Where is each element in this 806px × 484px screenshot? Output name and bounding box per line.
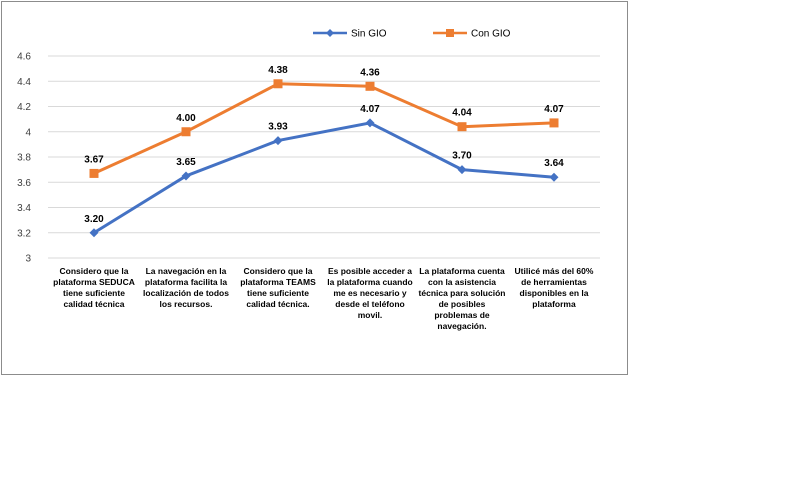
y-tick-label: 4.6 — [17, 52, 31, 63]
x-tick-label: Utilicé más del 60% de herramientas disp… — [514, 266, 594, 309]
x-tick-label: Considero que la plataforma TEAMS tiene … — [240, 266, 316, 309]
chart-area — [1, 1, 628, 375]
legend-label: Con GIO — [471, 29, 511, 40]
data-point-marker — [457, 165, 467, 175]
data-point-marker — [181, 171, 191, 181]
data-point-marker — [365, 118, 375, 128]
y-tick-label: 3.2 — [17, 228, 31, 239]
legend-label: Sin GIO — [351, 29, 387, 40]
series-line-1 — [93, 121, 555, 235]
y-tick-label: 4.4 — [17, 77, 31, 88]
data-point-marker — [549, 172, 559, 182]
x-tick-label: Considero que la plataforma SEDUCA tiene… — [53, 266, 135, 309]
x-tick-label: La navegación en la plataforma facilita … — [143, 266, 229, 309]
data-point-marker — [89, 168, 99, 178]
data-label: 3.67 — [84, 154, 104, 165]
data-label: 3.65 — [176, 157, 196, 168]
data-label: 3.70 — [452, 151, 472, 162]
data-point-marker — [457, 122, 467, 132]
y-tick-label: 4 — [25, 127, 31, 138]
legend-marker — [446, 29, 454, 37]
y-tick-label: 3 — [25, 254, 31, 265]
data-label: 3.93 — [268, 122, 288, 133]
data-label: 4.04 — [452, 108, 472, 119]
data-point-marker — [549, 118, 559, 128]
data-point-marker — [181, 127, 191, 137]
data-label: 3.20 — [84, 214, 104, 225]
legend-marker — [326, 29, 334, 37]
data-point-marker — [273, 136, 283, 146]
data-label: 4.07 — [544, 104, 564, 115]
y-tick-label: 3.4 — [17, 203, 31, 214]
x-tick-label: Es posible acceder a la plataforma cuand… — [327, 266, 413, 320]
data-label: 3.64 — [544, 158, 564, 169]
y-tick-label: 3.6 — [17, 178, 31, 189]
series-line-2 — [93, 82, 555, 175]
y-tick-label: 3.8 — [17, 153, 31, 164]
x-tick-label: La plataforma cuenta con la asistencia t… — [418, 266, 506, 331]
data-label: 4.38 — [268, 65, 288, 76]
data-label: 4.36 — [360, 67, 380, 78]
data-label: 4.00 — [176, 113, 196, 124]
data-point-marker — [89, 228, 99, 238]
data-point-marker — [365, 81, 375, 91]
data-label: 4.07 — [360, 104, 380, 115]
y-tick-label: 4.2 — [17, 102, 31, 113]
data-point-marker — [273, 79, 283, 89]
